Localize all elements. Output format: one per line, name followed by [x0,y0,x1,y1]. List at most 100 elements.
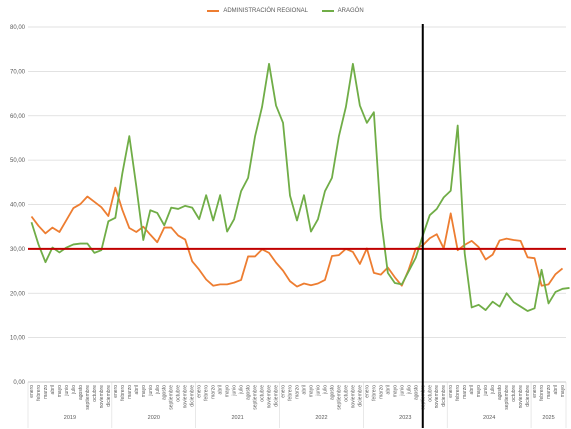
year-label: 2025 [542,415,554,421]
x-tick-label: febrero [120,385,126,401]
x-tick-label: noviembre [518,385,524,409]
year-label: 2019 [64,415,76,421]
x-tick-label: mayo [560,385,566,397]
x-tick-label: enero [197,385,203,398]
y-tick-label: 10,00 [10,336,26,342]
year-label: 2021 [231,415,243,421]
x-tick-label: febrero [288,385,294,401]
x-tick-label: junio [399,385,405,397]
x-tick-label: noviembre [267,385,273,409]
x-tick-label: febrero [371,385,377,401]
x-tick-label: diciembre [106,385,112,407]
x-tick-label: marzo [546,385,552,399]
x-tick-label: mayo [57,385,63,397]
x-tick-label: octubre [260,385,266,402]
x-tick-label: agosto [162,385,168,400]
x-tick-label: noviembre [99,385,105,409]
x-tick-label: abril [218,385,224,394]
y-tick-label: 20,00 [10,291,26,297]
x-tick-label: abril [469,385,475,394]
legend-label-aragon: ARAGÓN [337,8,364,14]
y-tick-label: 70,00 [10,69,26,75]
x-tick-label: junio [148,385,154,397]
x-tick-label: julio [490,385,496,395]
x-tick-label: agosto [329,385,335,400]
year-label: 2024 [483,415,495,421]
x-tick-label: enero [29,385,35,398]
legend-swatch-admin [207,10,220,12]
y-tick-label: 0,00 [13,380,25,386]
x-tick-label: marzo [211,385,217,399]
x-tick-label: septiembre [169,385,175,410]
chart-legend: ADMINISTRACIÓN REGIONAL ARAGÓN [0,8,571,14]
x-tick-label: julio [322,385,328,395]
x-tick-label: septiembre [504,385,510,410]
x-tick-label: septiembre [85,385,91,410]
x-tick-label: agosto [78,385,84,400]
legend-item-admin: ADMINISTRACIÓN REGIONAL [207,8,308,14]
x-tick-label: octubre [176,385,182,402]
x-tick-label: abril [50,385,56,394]
x-tick-label: octubre [92,385,98,402]
y-tick-label: 50,00 [10,158,26,164]
x-tick-label: abril [301,385,307,394]
x-tick-label: agosto [246,385,252,400]
x-tick-label: enero [448,385,454,398]
x-tick-label: septiembre [253,385,259,410]
x-tick-label: marzo [127,385,133,399]
x-tick-label: enero [281,385,287,398]
x-tick-label: diciembre [190,385,196,407]
x-tick-label: enero [113,385,119,398]
x-tick-label: febrero [36,385,42,401]
x-tick-label: octubre [343,385,349,402]
x-tick-label: diciembre [274,385,280,407]
y-tick-label: 30,00 [10,247,26,253]
x-tick-label: marzo [43,385,49,399]
y-tick-label: 80,00 [10,25,26,31]
x-tick-label: abril [553,385,559,394]
x-tick-label: marzo [295,385,301,399]
x-tick-label: julio [406,385,412,395]
x-tick-label: julio [239,385,245,395]
series-line-aragon [30,62,570,312]
x-tick-label: diciembre [525,385,531,407]
year-label: 2023 [399,415,411,421]
year-label: 2022 [315,415,327,421]
x-tick-label: julio [155,385,161,395]
y-tick-label: 40,00 [10,203,26,209]
x-tick-label: mayo [392,385,398,397]
legend-label-admin: ADMINISTRACIÓN REGIONAL [223,8,308,14]
legend-swatch-aragon [321,10,334,12]
x-tick-label: mayo [476,385,482,397]
x-tick-label: marzo [462,385,468,399]
x-tick-label: junio [64,385,70,397]
x-tick-label: julio [71,385,77,395]
x-tick-label: marzo [378,385,384,399]
x-tick-label: diciembre [441,385,447,407]
x-tick-label: mayo [225,385,231,397]
x-tick-label: noviembre [434,385,440,409]
x-tick-label: agosto [497,385,503,400]
year-label: 2020 [148,415,160,421]
series-line-admin [30,186,564,288]
x-tick-label: mayo [308,385,314,397]
x-tick-label: enero [532,385,538,398]
x-tick-label: febrero [455,385,461,401]
x-tick-label: septiembre [336,385,342,410]
x-tick-label: noviembre [350,385,356,409]
x-tick-label: febrero [539,385,545,401]
x-tick-label: febrero [204,385,210,401]
x-tick-label: mayo [141,385,147,397]
x-tick-label: octubre [511,385,517,402]
y-tick-label: 60,00 [10,114,26,120]
x-tick-label: abril [385,385,391,394]
x-tick-label: octubre [427,385,433,402]
x-tick-label: junio [315,385,321,397]
x-tick-label: enero [364,385,370,398]
x-tick-label: abril [134,385,140,394]
x-tick-label: junio [483,385,489,397]
x-tick-label: noviembre [183,385,189,409]
x-tick-label: agosto [413,385,419,400]
x-tick-label: diciembre [357,385,363,407]
